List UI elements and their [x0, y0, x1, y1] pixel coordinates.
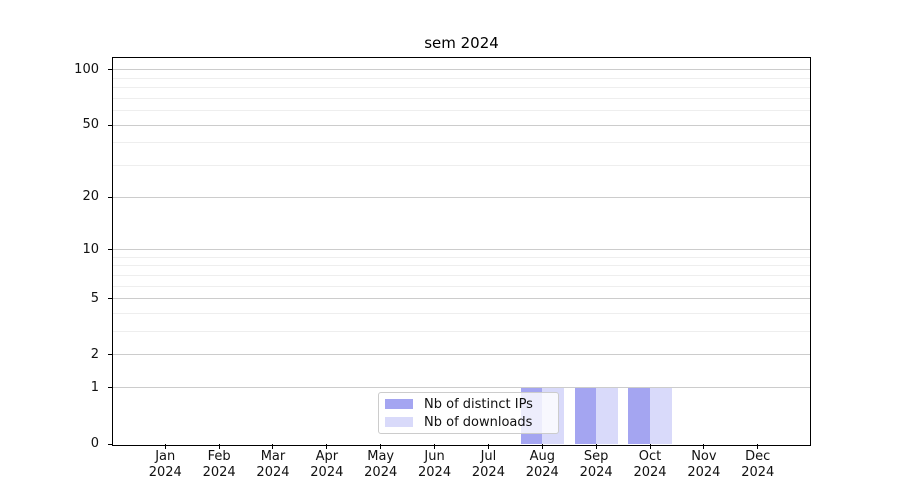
y-axis-tick: [108, 298, 113, 300]
minor-gridline: [113, 274, 810, 276]
bar-distinct-ips-oct: [628, 387, 650, 444]
x-axis-tick-label: Jul 2024: [458, 449, 518, 480]
y-axis-tick: [108, 249, 113, 251]
minor-gridline: [113, 285, 810, 287]
legend-swatch-distinct-ips: [385, 399, 413, 409]
major-gridline: [113, 298, 810, 300]
minor-gridline: [113, 110, 810, 112]
x-tick-year: 2024: [418, 464, 452, 480]
x-axis-tick: [380, 444, 382, 449]
minor-gridline: [113, 87, 810, 89]
x-axis-tick: [703, 444, 705, 449]
x-axis-tick-label: Dec 2024: [728, 449, 788, 480]
y-axis-tick-label: 5: [90, 290, 99, 306]
y-axis-tick: [108, 387, 113, 389]
x-tick-month: Dec: [745, 449, 771, 464]
x-axis-tick-label: Apr 2024: [297, 449, 357, 480]
minor-gridline: [113, 331, 810, 333]
minor-gridline: [113, 256, 810, 258]
x-tick-year: 2024: [148, 464, 182, 480]
legend-label-downloads: Nb of downloads: [424, 414, 533, 430]
x-axis-tick: [487, 444, 489, 449]
y-axis-tick-label: 20: [82, 189, 99, 205]
chart-title: sem 2024: [424, 34, 499, 52]
x-axis-tick: [434, 444, 436, 449]
legend-label-distinct-ips: Nb of distinct IPs: [424, 396, 533, 412]
x-tick-year: 2024: [256, 464, 290, 480]
y-axis-tick-label: 50: [82, 117, 99, 133]
minor-gridline: [113, 142, 810, 144]
x-tick-year: 2024: [633, 464, 667, 480]
x-tick-month: Oct: [638, 449, 662, 464]
x-tick-month: Jun: [424, 449, 445, 464]
x-axis-tick-label: Jun 2024: [405, 449, 465, 480]
major-gridline: [113, 354, 810, 356]
major-gridline: [113, 196, 810, 198]
bar-downloads-sep: [596, 387, 618, 444]
major-gridline: [113, 124, 810, 126]
legend-row-downloads: Nb of downloads: [385, 415, 550, 430]
y-axis-tick: [108, 124, 113, 126]
x-tick-year: 2024: [525, 464, 559, 480]
major-gridline: [113, 249, 810, 251]
y-axis-tick: [108, 354, 113, 356]
x-tick-month: Nov: [691, 449, 717, 464]
x-axis-tick-label: May 2024: [351, 449, 411, 480]
y-axis-tick-label: 2: [90, 346, 99, 362]
x-tick-month: Aug: [529, 449, 555, 464]
x-axis-tick: [272, 444, 274, 449]
x-tick-year: 2024: [687, 464, 721, 480]
bar-distinct-ips-sep: [574, 387, 597, 444]
x-tick-year: 2024: [202, 464, 236, 480]
x-tick-month: Mar: [260, 449, 286, 464]
minor-gridline: [113, 165, 810, 167]
legend-swatch-downloads: [385, 417, 413, 427]
x-tick-year: 2024: [579, 464, 613, 480]
x-axis-tick: [595, 444, 597, 449]
x-axis-tick-label: Oct 2024: [620, 449, 680, 480]
x-axis-tick: [326, 444, 328, 449]
major-gridline: [113, 387, 810, 389]
x-axis-tick: [218, 444, 220, 449]
x-axis-tick-label: Aug 2024: [512, 449, 572, 480]
major-gridline: [113, 69, 810, 71]
y-axis-tick: [108, 69, 113, 71]
x-tick-month: Jan: [155, 449, 176, 464]
y-axis-tick: [108, 443, 113, 445]
x-tick-month: May: [367, 449, 395, 464]
x-axis-tick: [757, 444, 759, 449]
x-tick-year: 2024: [310, 464, 344, 480]
chart-legend: Nb of distinct IPs Nb of downloads: [378, 392, 559, 434]
x-tick-month: Jul: [480, 449, 497, 464]
x-tick-year: 2024: [741, 464, 775, 480]
x-tick-month: Apr: [315, 449, 339, 464]
x-axis-tick-label: Jan 2024: [135, 449, 195, 480]
minor-gridline: [113, 313, 810, 315]
bar-downloads-oct: [650, 387, 672, 444]
minor-gridline: [113, 77, 810, 79]
minor-gridline: [113, 265, 810, 267]
legend-row-distinct-ips: Nb of distinct IPs: [385, 397, 550, 412]
y-axis-tick-label: 10: [82, 241, 99, 257]
x-tick-month: Sep: [583, 449, 609, 464]
x-axis-tick-label: Nov 2024: [674, 449, 734, 480]
x-tick-year: 2024: [364, 464, 398, 480]
y-axis-tick-label: 0: [90, 436, 99, 451]
x-axis-tick-label: Mar 2024: [243, 449, 303, 480]
x-tick-year: 2024: [471, 464, 505, 480]
x-tick-month: Feb: [207, 449, 231, 464]
x-axis-tick: [649, 444, 651, 449]
x-axis-tick: [164, 444, 166, 449]
y-axis-tick-label: 100: [74, 61, 99, 77]
x-axis-tick-label: Feb 2024: [189, 449, 249, 480]
y-axis-tick-label: 1: [90, 379, 99, 395]
minor-gridline: [113, 97, 810, 99]
x-axis-tick: [541, 444, 543, 449]
x-axis-tick-label: Sep 2024: [566, 449, 626, 480]
y-axis-tick: [108, 196, 113, 198]
